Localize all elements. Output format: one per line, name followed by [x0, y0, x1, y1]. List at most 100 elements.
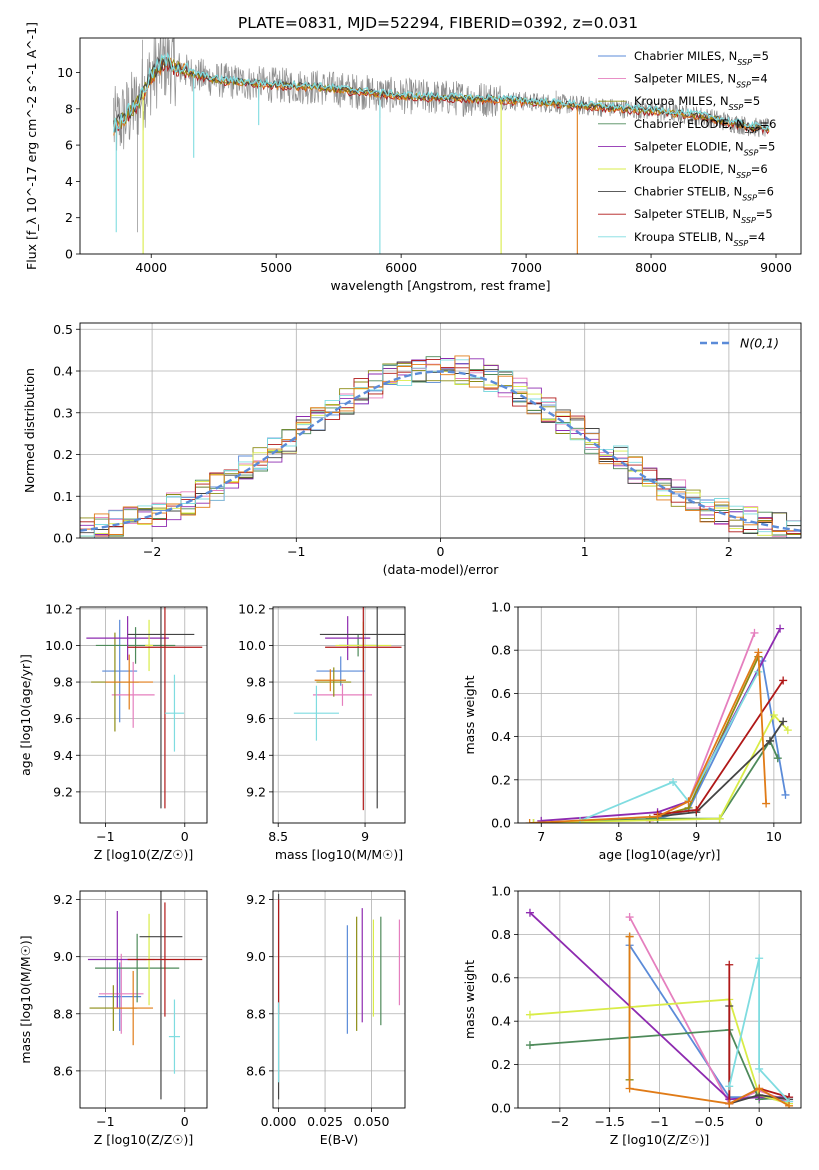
- x-tick-label: −2: [143, 544, 161, 559]
- y-tick-label: 10: [57, 65, 73, 80]
- y-tick-label: 8.6: [246, 1063, 266, 1078]
- weight-marker: [725, 960, 734, 969]
- weight_vs_Z-lines: [525, 908, 794, 1108]
- weight-marker: [625, 932, 634, 941]
- y-tick-label: 1.0: [491, 884, 511, 899]
- normal-legend-label: N(0,1): [740, 336, 779, 351]
- x-tick-label: 9: [692, 829, 700, 844]
- weight-marker: [653, 812, 662, 821]
- weight-marker: [725, 1099, 734, 1108]
- spectrum-frame: [79, 37, 802, 255]
- y-tick-label: 0.0: [491, 816, 511, 831]
- legend-entry: Salpeter STELIB, NSSP=5: [634, 207, 773, 225]
- weight-line: [649, 632, 756, 822]
- weight-marker: [525, 1010, 534, 1019]
- x-tick-label: −2: [551, 1114, 569, 1129]
- y-axis-label: Flux [f_λ 10^-17 erg cm^-2 s^-1 A^-1]: [24, 22, 39, 270]
- weight-marker: [525, 819, 534, 823]
- y-tick-label: 0.4: [491, 1014, 511, 1029]
- weight-marker: [525, 908, 534, 917]
- age_vs_Z-frame: [79, 606, 208, 824]
- x-tick-label: 7: [537, 829, 545, 844]
- weight-marker: [769, 711, 778, 719]
- weight-marker: [785, 1101, 794, 1108]
- weight-marker: [725, 1082, 734, 1091]
- legend-sub: SSP: [744, 148, 759, 157]
- legend-entry: Chabrier ELODIE, NSSP=6: [634, 117, 776, 135]
- age_vs_Z-errorbars: [86, 607, 203, 809]
- weight-line: [657, 720, 784, 818]
- y-axis-label: Normed distribution: [22, 368, 37, 493]
- age_vs_mass-frame: [272, 606, 406, 824]
- y-tick-label: 9.6: [53, 711, 73, 726]
- x-tick-label: −1.5: [594, 1114, 624, 1129]
- y-tick-label: 8.8: [246, 1006, 266, 1021]
- weight-marker: [754, 648, 763, 657]
- y-tick-label: 9.2: [53, 784, 73, 799]
- weight-marker: [781, 790, 790, 799]
- y-tick-label: 8.8: [53, 1006, 73, 1021]
- spectrum-legend: Chabrier MILES, NSSP=5 Salpeter MILES, NS…: [598, 49, 776, 247]
- weight-line: [533, 713, 789, 823]
- weight-marker: [625, 1084, 634, 1093]
- age_vs_Z-axes: −1 0 9.2 9.4 9.6 9.8 10.0 10.2 Z [log10(Z/Z☉)] ag…: [18, 601, 207, 862]
- y-tick-label: 8.6: [53, 1063, 73, 1078]
- weight-marker: [779, 717, 788, 726]
- weight_vs_Z-axes: −2 −1.5 −1 −0.5 0 0.0 0.2 0.4 0.6 0.8 1.0 Z [log10(…: [462, 884, 801, 1147]
- x-tick-label: −1: [96, 829, 114, 844]
- x-axis-label: Z [log10(Z/Z☉)]: [94, 1132, 194, 1147]
- residuals-frame: [79, 322, 802, 539]
- weight-marker: [755, 1064, 764, 1073]
- residual-histograms: [80, 355, 801, 538]
- legend-sub: SSP: [745, 125, 760, 134]
- y-axis-label: age [log10(age/yr)]: [18, 654, 33, 776]
- mass_vs_EBV-errorbars: [277, 893, 401, 1100]
- y-tick-label: 0.5: [53, 322, 73, 337]
- legend-sub: SSP: [734, 238, 749, 247]
- y-tick-label: 0.4: [491, 729, 511, 744]
- y-tick-label: 0.2: [53, 447, 73, 462]
- weight-marker: [537, 816, 546, 823]
- legend-entry: Chabrier STELIB, NSSP=6: [634, 185, 774, 203]
- y-tick-label: 9.6: [246, 711, 266, 726]
- x-axis-label: Z [log10(Z/Z☉)]: [94, 847, 194, 862]
- y-tick-label: 0: [65, 247, 73, 262]
- y-tick-label: 0.0: [491, 1101, 511, 1116]
- x-tick-label: 7000: [510, 260, 542, 275]
- x-tick-label: 8000: [635, 260, 667, 275]
- y-tick-label: 0.3: [53, 405, 73, 420]
- y-tick-label: 9.0: [246, 949, 266, 964]
- age_vs_mass-errorbars: [293, 607, 405, 811]
- x-tick-label: 4000: [135, 260, 167, 275]
- y-tick-label: 0.8: [491, 927, 511, 942]
- y-axis-label: mass [log10(M/M☉)]: [18, 935, 33, 1063]
- legend-value: =5: [758, 139, 775, 153]
- x-tick-label: 1: [581, 544, 589, 559]
- y-tick-label: 0.0: [53, 531, 73, 546]
- weight-line: [649, 656, 760, 820]
- y-tick-label: 0.2: [491, 772, 511, 787]
- weight-marker: [529, 819, 538, 823]
- weight-marker: [765, 736, 774, 745]
- legend-sub: SSP: [729, 103, 744, 112]
- y-tick-label: 1.0: [491, 600, 511, 615]
- x-axis-label: Z [log10(Z/Z☉)]: [610, 1132, 710, 1147]
- legend-value: =6: [757, 185, 774, 199]
- residuals-axes: −2 −1 0 1 2 0.0 0.1 0.2 0.3 0.4 0.5 (data-model)/er…: [22, 322, 801, 577]
- weight-marker: [750, 628, 759, 637]
- x-axis-label: age [log10(age/yr)]: [599, 847, 721, 862]
- y-tick-label: 10.0: [45, 638, 73, 653]
- x-tick-label: 0.050: [354, 1114, 390, 1129]
- y-tick-label: 0.1: [53, 489, 73, 504]
- legend-value: =6: [760, 117, 777, 131]
- legend-value: =5: [756, 207, 773, 221]
- x-tick-label: 9000: [760, 260, 792, 275]
- y-tick-label: 9.4: [53, 748, 73, 763]
- y-tick-label: 0.4: [53, 364, 73, 379]
- legend-sub: SSP: [742, 193, 757, 202]
- legend-sub: SSP: [741, 216, 756, 225]
- figure-title: PLATE=0831, MJD=52294, FIBERID=0392, z=0…: [238, 14, 638, 32]
- y-tick-label: 9.8: [246, 675, 266, 690]
- weight-line: [579, 671, 760, 822]
